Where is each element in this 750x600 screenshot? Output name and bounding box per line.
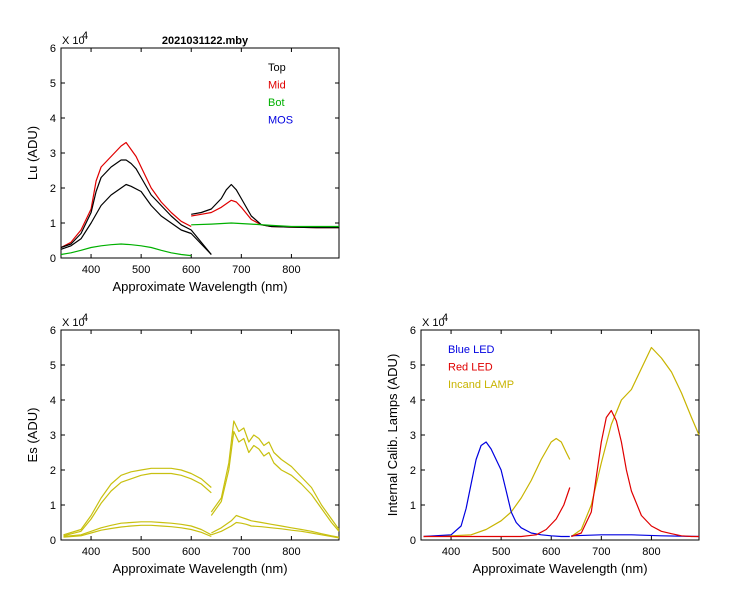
es-series-es-low-a-segment-1 xyxy=(211,514,340,538)
lamps-series-blue-led-segment-0 xyxy=(423,441,570,538)
lu-xtick-label: 800 xyxy=(282,264,300,276)
es-series-es-low-b-segment-1 xyxy=(211,521,340,539)
lamps-series-red-led-segment-0 xyxy=(423,487,571,538)
es-series-es-low-b-segment-0 xyxy=(63,524,212,538)
lu-xtick-label: 400 xyxy=(82,264,100,276)
es-ytick-label: 3 xyxy=(50,430,56,442)
lamps-ytick-label: 1 xyxy=(410,500,416,512)
es-x-axis-label: Approximate Wavelength (nm) xyxy=(112,561,287,576)
lu-y-multiplier-exponent: 4 xyxy=(82,30,88,42)
es-y-axis-label: Es (ADU) xyxy=(25,408,40,463)
lu-y-multiplier: X 10 xyxy=(62,35,85,47)
lu-legend-mid: Mid xyxy=(268,80,286,92)
es-xtick-label: 500 xyxy=(132,546,150,558)
lamps-xtick-label: 700 xyxy=(592,546,610,558)
lu-ytick-label: 6 xyxy=(50,43,56,55)
lamps-x-axis-label: Approximate Wavelength (nm) xyxy=(472,561,647,576)
lu-series-bot-segment-0 xyxy=(60,243,192,257)
lamps-legend-red-led: Red LED xyxy=(448,362,493,374)
lamps-xtick-label: 500 xyxy=(492,546,510,558)
es-xtick-label: 600 xyxy=(182,546,200,558)
es-series-es-high-b-segment-0 xyxy=(63,472,212,537)
es-series-es-low-a-segment-0 xyxy=(63,521,212,538)
lu-series-top-segment-1 xyxy=(60,183,212,255)
lu-series-mid-segment-0 xyxy=(60,141,192,249)
es-xtick-label: 400 xyxy=(82,546,100,558)
es-ytick-label: 0 xyxy=(50,535,56,547)
lamps-series-incand-lamp-segment-0 xyxy=(423,437,571,538)
lu-legend-top: Top xyxy=(268,62,286,74)
lamps-ytick-label: 3 xyxy=(410,430,416,442)
lamps-ytick-label: 2 xyxy=(410,465,416,477)
lu-legend-mos: MOS xyxy=(268,115,293,127)
es-y-multiplier-exponent: 4 xyxy=(82,312,88,324)
es-ytick-label: 2 xyxy=(50,465,56,477)
lamps-ytick-label: 4 xyxy=(410,395,416,407)
lamps-legend-incand-lamp: Incand LAMP xyxy=(448,379,514,391)
lu-xtick-label: 500 xyxy=(132,264,150,276)
lu-series-bot-segment-1 xyxy=(191,222,339,228)
lamps-ytick-label: 0 xyxy=(410,535,416,547)
lamps-series-red-led-segment-1 xyxy=(571,409,699,538)
lamps-series-blue-led-segment-1 xyxy=(571,534,700,538)
es-axes-box xyxy=(60,329,340,541)
es-series-es-high-a-segment-1 xyxy=(210,420,340,530)
lu-ytick-label: 5 xyxy=(50,78,56,90)
lu-xtick-label: 700 xyxy=(232,264,250,276)
es-series-es-high-a-segment-0 xyxy=(63,467,212,536)
figure-title: 2021031122.mby xyxy=(162,35,249,47)
lamps-xtick-label: 800 xyxy=(642,546,660,558)
es-xtick-label: 700 xyxy=(232,546,250,558)
lamps-xtick-label: 600 xyxy=(542,546,560,558)
lu-ytick-label: 3 xyxy=(50,148,56,160)
es-ytick-label: 1 xyxy=(50,500,56,512)
lamps-xtick-label: 400 xyxy=(442,546,460,558)
lu-ytick-label: 4 xyxy=(50,113,56,125)
lamps-ytick-label: 5 xyxy=(410,360,416,372)
lu-series-top-segment-2 xyxy=(191,183,339,229)
lu-y-axis-label: Lu (ADU) xyxy=(25,126,40,180)
es-series-es-high-b-segment-1 xyxy=(210,430,340,532)
lamps-y-multiplier: X 10 xyxy=(422,317,445,329)
es-xtick-label: 800 xyxy=(282,546,300,558)
lu-xtick-label: 600 xyxy=(182,264,200,276)
lu-x-axis-label: Approximate Wavelength (nm) xyxy=(112,279,287,294)
es-ytick-label: 4 xyxy=(50,395,56,407)
lu-ytick-label: 2 xyxy=(50,183,56,195)
lamps-series-incand-lamp-segment-1 xyxy=(570,346,700,537)
es-ytick-label: 5 xyxy=(50,360,56,372)
lu-series-top-segment-0 xyxy=(60,159,212,255)
lu-ytick-label: 0 xyxy=(50,253,56,265)
lamps-legend-blue-led: Blue LED xyxy=(448,344,495,356)
es-ytick-label: 6 xyxy=(50,325,56,337)
lamps-y-multiplier-exponent: 4 xyxy=(442,312,448,324)
lu-legend-bot: Bot xyxy=(268,97,285,109)
es-y-multiplier: X 10 xyxy=(62,317,85,329)
lu-ytick-label: 1 xyxy=(50,218,56,230)
lamps-y-axis-label: Internal Calib. Lamps (ADU) xyxy=(385,354,400,517)
lamps-ytick-label: 6 xyxy=(410,325,416,337)
